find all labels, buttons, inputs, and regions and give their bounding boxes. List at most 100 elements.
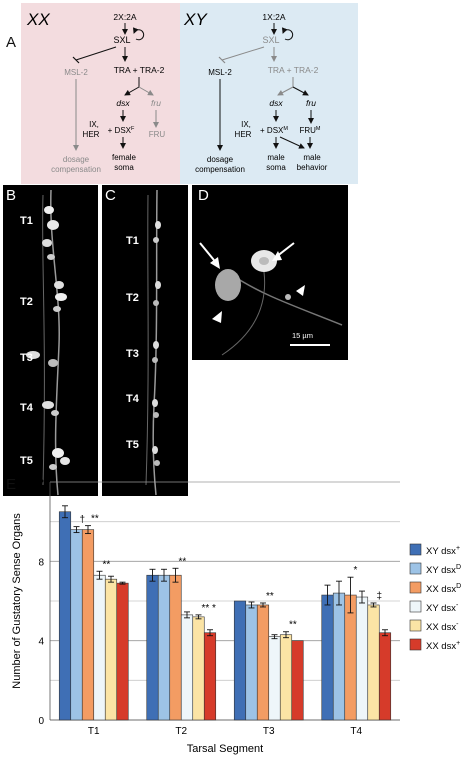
xy-sxl-feedback-arrow — [281, 27, 294, 41]
significance-marker: ** — [266, 591, 274, 602]
panel-b-label-t2: T2 — [20, 296, 33, 308]
bar — [180, 614, 194, 721]
xy-dosage-1: dosage — [207, 155, 234, 164]
y-tick-label: 12 — [33, 478, 45, 489]
xx-her: HER — [83, 130, 100, 139]
bar — [378, 632, 392, 721]
xx-fru: fru — [151, 98, 161, 108]
panel-b-label-t4: T4 — [20, 402, 33, 414]
bar — [245, 604, 258, 721]
xy-soma-1: male — [267, 153, 285, 162]
x-tick-label: T3 — [263, 726, 275, 737]
y-tick-label: 4 — [38, 637, 44, 648]
x-axis-label: Tarsal Segment — [187, 743, 263, 755]
xx-plus-dsx: + DSXF — [108, 126, 135, 135]
bar — [203, 632, 217, 721]
xx-msl2: MSL-2 — [64, 68, 88, 77]
legend-swatch — [409, 581, 422, 594]
xy-dosage-2: compensation — [195, 165, 245, 174]
xx-soma-1: female — [112, 153, 137, 162]
bar — [256, 604, 270, 721]
xy-ix: IX, — [241, 120, 251, 129]
xx-ix: IX, — [89, 120, 99, 129]
legend-swatch — [409, 543, 422, 556]
bar — [58, 511, 72, 721]
panel-d-micrograph: D 15 µm — [192, 185, 348, 360]
legend-label: XX dsx- — [426, 621, 459, 633]
x-tick-label: T1 — [88, 726, 100, 737]
panel-b-letter: B — [6, 187, 17, 204]
xx-sxl: SXL — [113, 35, 130, 45]
x-tick-label: T4 — [350, 726, 362, 737]
panel-b-label-t1: T1 — [20, 215, 33, 227]
legend-label: XX dsx+ — [426, 640, 460, 652]
panel-c-label-t5: T5 — [126, 439, 139, 451]
xy-fru: fru — [306, 98, 316, 108]
xx-inhibit-line — [75, 46, 117, 61]
bar — [157, 574, 171, 721]
legend-swatch — [409, 600, 422, 613]
panel-c-label-t1: T1 — [126, 235, 139, 247]
bar — [81, 529, 95, 721]
bar — [93, 574, 106, 721]
xy-behavior-1: male — [303, 153, 321, 162]
bar — [192, 616, 205, 721]
bar — [332, 592, 346, 721]
panel-b-label-t5: T5 — [20, 455, 33, 467]
significance-marker: ** — [91, 514, 99, 525]
y-tick-label: 8 — [38, 557, 44, 568]
panel-c-label-t2: T2 — [126, 292, 139, 304]
panel-b-micrograph: B T1 T2 T3 T4 T5 — [3, 185, 98, 496]
xy-dsx: dsx — [269, 98, 283, 108]
xy-ratio: 1X:2A — [262, 12, 285, 22]
panel-c-label-t4: T4 — [126, 393, 139, 405]
bar — [169, 574, 182, 721]
significance-marker: * — [354, 565, 358, 576]
bar — [291, 640, 304, 721]
bar — [233, 600, 247, 721]
bar — [367, 604, 380, 721]
xy-title: XY — [183, 10, 208, 29]
legend-label: XY dsx- — [426, 602, 459, 614]
significance-marker: ** * — [202, 603, 217, 614]
legend-swatch — [409, 562, 422, 575]
bar-chart-svg: 0 4 8 12 Number of Gustatory Sense Organs T1 T… — [11, 478, 461, 755]
xx-title: XX — [26, 10, 50, 29]
bar — [146, 574, 159, 721]
significance-marker: ** — [179, 556, 187, 567]
xx-fru-protein: FRU — [149, 130, 166, 139]
xy-pathway-diagram: XY 1X:2A SXL MSL-2 dosage compensation T… — [180, 3, 358, 184]
panel-c-letter: C — [105, 187, 116, 204]
legend-label: XY dsxD — [426, 564, 461, 576]
y-tick-label: 0 — [38, 716, 44, 727]
bar — [104, 578, 118, 721]
xx-sxl-feedback-arrow — [132, 27, 145, 41]
x-tick-label: T2 — [175, 726, 187, 737]
xy-sxl: SXL — [262, 35, 279, 45]
xy-her: HER — [235, 130, 252, 139]
xy-background — [180, 3, 358, 184]
legend-label: XY dsx+ — [426, 545, 460, 557]
significance-marker: ** — [289, 620, 297, 631]
bar — [279, 634, 293, 721]
xy-fru-protein: FRUM — [299, 126, 320, 135]
xy-tra: TRA + TRA-2 — [268, 65, 319, 75]
significance-marker: ** — [103, 559, 111, 570]
panel-e-letter: E — [6, 476, 17, 493]
xx-tra: TRA + TRA-2 — [114, 65, 165, 75]
xy-msl2: MSL-2 — [208, 68, 232, 77]
bar — [321, 594, 334, 721]
xx-ratio: 2X:2A — [113, 12, 136, 22]
xy-behavior-2: behavior — [297, 163, 328, 172]
bar — [344, 594, 357, 721]
panel-c-micrograph: C T1 T2 T3 T4 T5 — [102, 185, 188, 496]
bar — [116, 582, 129, 721]
bar — [70, 529, 83, 721]
panel-b-label-t3: T3 — [20, 352, 33, 364]
legend-swatch — [409, 619, 422, 632]
panel-c-label-t3: T3 — [126, 348, 139, 360]
xx-dsx: dsx — [116, 98, 130, 108]
bar — [355, 596, 369, 721]
bar — [268, 636, 281, 721]
xx-dosage-1: dosage — [63, 155, 90, 164]
